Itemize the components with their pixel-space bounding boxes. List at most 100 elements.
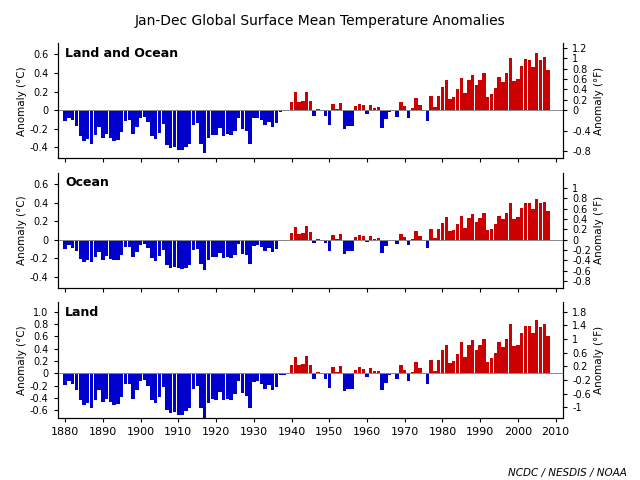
Bar xyxy=(475,350,478,373)
Bar xyxy=(535,53,538,110)
Bar xyxy=(350,110,354,126)
Bar xyxy=(199,373,203,408)
Bar xyxy=(535,199,538,240)
Bar xyxy=(301,364,305,373)
Bar xyxy=(97,373,101,391)
Bar xyxy=(195,373,199,386)
Bar xyxy=(86,240,90,260)
Bar xyxy=(429,96,433,110)
Bar xyxy=(332,235,335,240)
Bar xyxy=(520,333,524,373)
Bar xyxy=(173,110,176,147)
Bar xyxy=(467,80,470,110)
Bar xyxy=(267,110,271,122)
Bar xyxy=(158,110,161,133)
Bar xyxy=(483,73,486,110)
Bar xyxy=(531,209,534,240)
Bar xyxy=(105,373,108,398)
Bar xyxy=(437,229,440,240)
Bar xyxy=(180,110,184,150)
Bar xyxy=(282,373,285,375)
Bar xyxy=(290,102,293,110)
Bar xyxy=(497,77,500,110)
Bar xyxy=(339,366,342,373)
Bar xyxy=(516,217,520,240)
Bar xyxy=(456,224,460,240)
Bar xyxy=(403,237,406,240)
Bar xyxy=(471,340,474,373)
Bar xyxy=(278,110,282,112)
Bar xyxy=(460,78,463,110)
Bar xyxy=(531,333,534,373)
Bar xyxy=(147,240,150,248)
Bar xyxy=(264,373,267,389)
Bar xyxy=(373,372,376,373)
Bar xyxy=(407,240,410,245)
Bar xyxy=(237,240,241,244)
Bar xyxy=(139,240,142,245)
Bar xyxy=(362,106,365,110)
Bar xyxy=(124,110,127,121)
Bar xyxy=(543,57,546,110)
Bar xyxy=(535,320,538,373)
Bar xyxy=(505,339,508,373)
Bar xyxy=(346,373,350,389)
Bar xyxy=(120,240,124,255)
Bar xyxy=(90,110,93,144)
Bar xyxy=(452,230,456,240)
Bar xyxy=(275,373,278,387)
Bar xyxy=(260,110,263,120)
Bar xyxy=(97,110,101,127)
Bar xyxy=(433,371,436,373)
Bar xyxy=(67,110,70,118)
Bar xyxy=(248,240,252,264)
Bar xyxy=(354,237,357,240)
Bar xyxy=(298,234,301,240)
Bar xyxy=(312,110,316,116)
Bar xyxy=(479,345,482,373)
Bar xyxy=(131,240,135,257)
Bar xyxy=(388,110,391,112)
Bar xyxy=(192,110,195,125)
Bar xyxy=(486,97,490,110)
Bar xyxy=(143,240,146,244)
Bar xyxy=(218,110,221,128)
Bar xyxy=(233,240,237,254)
Bar xyxy=(86,373,90,403)
Bar xyxy=(116,240,120,260)
Bar xyxy=(490,359,493,373)
Bar xyxy=(214,240,218,257)
Bar xyxy=(113,373,116,405)
Bar xyxy=(471,75,474,110)
Bar xyxy=(426,110,429,121)
Bar xyxy=(339,234,342,240)
Bar xyxy=(294,357,297,373)
Bar xyxy=(294,227,297,240)
Bar xyxy=(456,89,460,110)
Bar xyxy=(479,218,482,240)
Bar xyxy=(127,240,131,247)
Bar xyxy=(418,105,422,110)
Bar xyxy=(358,104,361,110)
Bar xyxy=(93,373,97,400)
Bar xyxy=(256,373,259,381)
Bar xyxy=(358,235,361,240)
Bar xyxy=(524,326,527,373)
Bar xyxy=(154,373,157,403)
Bar xyxy=(290,233,293,240)
Bar xyxy=(120,110,124,132)
Bar xyxy=(384,110,388,120)
Bar xyxy=(161,110,165,124)
Bar xyxy=(188,240,191,265)
Bar xyxy=(169,373,173,413)
Bar xyxy=(260,373,263,384)
Bar xyxy=(93,110,97,135)
Y-axis label: Anomaly (°C): Anomaly (°C) xyxy=(17,195,27,265)
Bar xyxy=(79,373,82,400)
Bar xyxy=(376,108,380,110)
Bar xyxy=(520,66,524,110)
Bar xyxy=(71,110,74,120)
Bar xyxy=(301,233,305,240)
Bar xyxy=(188,373,191,408)
Bar xyxy=(396,373,399,379)
